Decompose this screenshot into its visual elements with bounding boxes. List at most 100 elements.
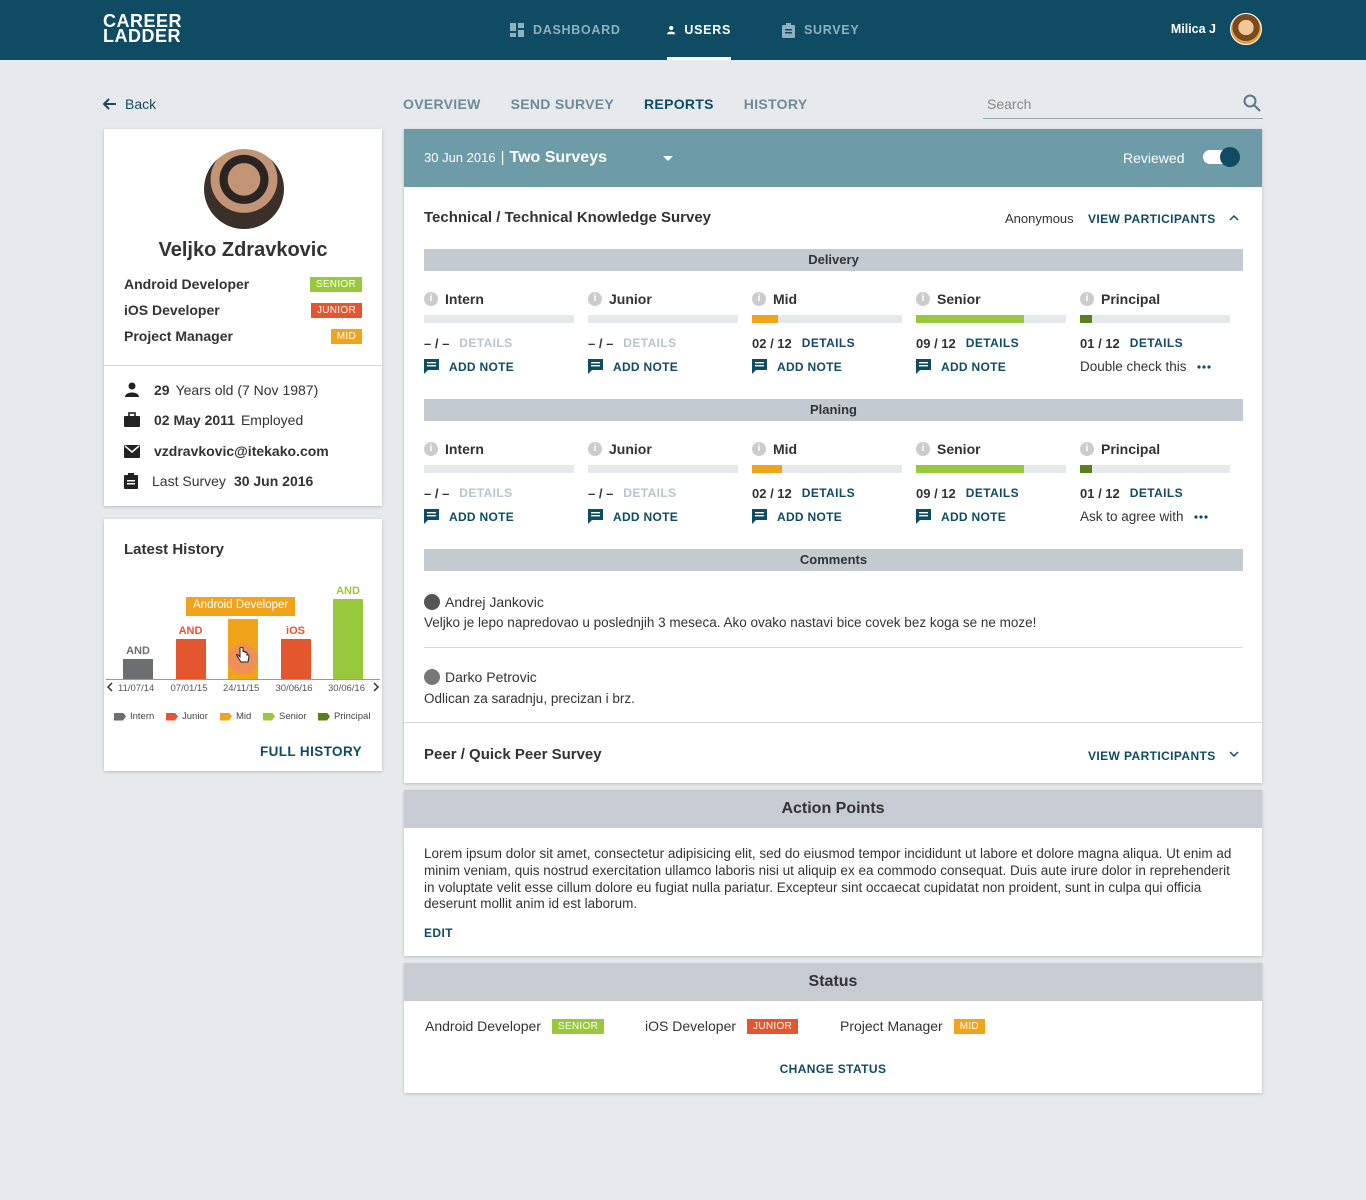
details-link[interactable]: DETAILS xyxy=(623,336,677,350)
info-icon[interactable]: i xyxy=(588,442,602,456)
level-badge: SENIOR xyxy=(309,276,362,292)
survey-title: Technical / Technical Knowledge Survey xyxy=(424,209,712,226)
action-points-card: Action Points Lorem ipsum dolor sit amet… xyxy=(404,790,1262,956)
info-icon[interactable]: i xyxy=(1080,292,1094,306)
progress-bar xyxy=(424,465,574,473)
hand-cursor-icon xyxy=(236,647,250,663)
chart-bar[interactable] xyxy=(175,639,206,679)
add-note-button[interactable]: ADD NOTE xyxy=(752,359,902,374)
edit-button[interactable]: EDIT xyxy=(424,926,453,940)
search-field[interactable]: Search xyxy=(983,92,1263,119)
progress-bar xyxy=(1080,315,1230,323)
nav-dashboard[interactable]: DASHBOARD xyxy=(510,0,621,60)
full-history-link[interactable]: FULL HISTORY xyxy=(259,744,362,759)
top-bar: CAREER LADDER DASHBOARD USERS SURVEY Mili… xyxy=(0,0,1366,60)
progress-fill xyxy=(752,465,782,473)
info-icon[interactable]: i xyxy=(752,442,766,456)
add-note-button[interactable]: ADD NOTE xyxy=(588,509,738,524)
score: 01 / 12 xyxy=(1080,486,1120,501)
legend-item: Junior xyxy=(166,711,208,722)
comment-author: Darko Petrovic xyxy=(424,669,537,685)
add-note-button[interactable]: ADD NOTE xyxy=(916,509,1066,524)
details-link[interactable]: DETAILS xyxy=(965,486,1020,500)
info-icon[interactable]: i xyxy=(916,292,930,306)
details-link[interactable]: DETAILS xyxy=(459,486,513,500)
details-link[interactable]: DETAILS xyxy=(1129,336,1184,350)
score: 02 / 12 xyxy=(752,486,792,501)
logo[interactable]: CAREER LADDER xyxy=(103,11,183,46)
progress-bar xyxy=(588,465,738,473)
history-title: Latest History xyxy=(124,541,225,558)
info-icon[interactable]: i xyxy=(424,442,438,456)
score: 01 / 12 xyxy=(1080,336,1120,351)
user-icon xyxy=(667,25,676,35)
back-link[interactable]: Back xyxy=(103,96,156,112)
chart-bar[interactable] xyxy=(280,639,311,679)
bar-label: iOS xyxy=(286,625,305,637)
details-link[interactable]: DETAILS xyxy=(623,486,677,500)
info-icon[interactable]: i xyxy=(916,442,930,456)
x-tick-label: 24/11/15 xyxy=(223,683,260,694)
more-icon[interactable] xyxy=(1193,514,1208,519)
details-link[interactable]: DETAILS xyxy=(965,336,1020,350)
add-note-button[interactable]: ADD NOTE xyxy=(752,509,902,524)
tab-reports[interactable]: REPORTS xyxy=(644,96,714,112)
search-input[interactable]: Search xyxy=(987,96,1032,112)
mail-icon xyxy=(124,444,140,458)
person-icon xyxy=(125,382,139,397)
add-note-button[interactable]: ADD NOTE xyxy=(424,509,574,524)
reviewed-toggle[interactable] xyxy=(1203,147,1240,167)
history-chart: AND 11/07/14 AND 07/01/15 24/11/15 iOS 30/06/1… xyxy=(104,519,382,729)
info-email[interactable]: vzdravkovic@itekako.com xyxy=(124,443,335,459)
level-intern: i Intern – / – DETAILS ADD NOTE xyxy=(424,441,574,524)
info-last-survey: Last Survey 30 Jun 2016 xyxy=(124,473,319,489)
user-avatar[interactable] xyxy=(1230,13,1262,45)
details-link[interactable]: DETAILS xyxy=(1129,486,1184,500)
chart-bar[interactable] xyxy=(123,659,153,679)
status-item: Project Manager MID xyxy=(840,1018,985,1034)
survey-selector[interactable]: 30 Jun 2016 | Two Surveys xyxy=(424,149,673,167)
anonymous-label: Anonymous xyxy=(1005,211,1074,226)
info-icon[interactable]: i xyxy=(752,292,766,306)
divider xyxy=(404,722,1262,723)
progress-bar xyxy=(752,465,902,473)
progress-bar xyxy=(424,315,574,323)
nav-users-label: USERS xyxy=(684,23,731,37)
tab-history[interactable]: HISTORY xyxy=(743,96,808,112)
chart-bar[interactable] xyxy=(333,599,363,679)
level-senior: i Senior 09 / 12 DETAILS ADD NOTE xyxy=(916,441,1066,524)
info-icon[interactable]: i xyxy=(424,292,438,306)
change-status-button[interactable]: CHANGE STATUS xyxy=(779,1062,887,1076)
chevron-down-icon[interactable] xyxy=(1229,751,1239,758)
nav-users[interactable]: USERS xyxy=(667,0,731,60)
tab-send-survey[interactable]: SEND SURVEY xyxy=(510,96,615,112)
info-icon[interactable]: i xyxy=(1080,442,1094,456)
chevron-left-icon[interactable] xyxy=(106,682,114,692)
add-note-button[interactable]: ADD NOTE xyxy=(916,359,1066,374)
details-link[interactable]: DETAILS xyxy=(801,336,856,350)
details-link[interactable]: DETAILS xyxy=(459,336,513,350)
progress-bar xyxy=(588,315,738,323)
sub-tabs: OVERVIEW SEND SURVEY REPORTS HISTORY xyxy=(403,96,837,112)
progress-fill xyxy=(752,315,778,323)
chevron-right-icon[interactable] xyxy=(372,682,380,692)
chevron-up-icon[interactable] xyxy=(1229,214,1239,221)
caret-down-icon[interactable] xyxy=(663,156,673,162)
nav-survey[interactable]: SURVEY xyxy=(782,0,859,60)
info-icon[interactable]: i xyxy=(588,292,602,306)
more-icon[interactable] xyxy=(1196,364,1211,369)
status-card: Status Android Developer SENIOR iOS Devel… xyxy=(404,963,1262,1093)
view-participants-link[interactable]: VIEW PARTICIPANTS xyxy=(1088,749,1216,763)
tab-overview[interactable]: OVERVIEW xyxy=(403,96,481,112)
details-link[interactable]: DETAILS xyxy=(801,486,856,500)
email-value[interactable]: vzdravkovic@itekako.com xyxy=(154,443,329,459)
add-note-button[interactable]: ADD NOTE xyxy=(588,359,738,374)
view-participants-link[interactable]: VIEW PARTICIPANTS xyxy=(1088,212,1216,226)
add-note-button[interactable]: ADD NOTE xyxy=(424,359,574,374)
bar-label: AND xyxy=(126,645,150,657)
status-title: Status xyxy=(404,963,1262,1001)
profile-role: iOS Developer JUNIOR xyxy=(124,302,362,318)
user-menu[interactable]: Milica J xyxy=(1171,13,1262,45)
last-survey-label: Last Survey xyxy=(152,473,226,489)
search-icon[interactable] xyxy=(1243,94,1261,112)
